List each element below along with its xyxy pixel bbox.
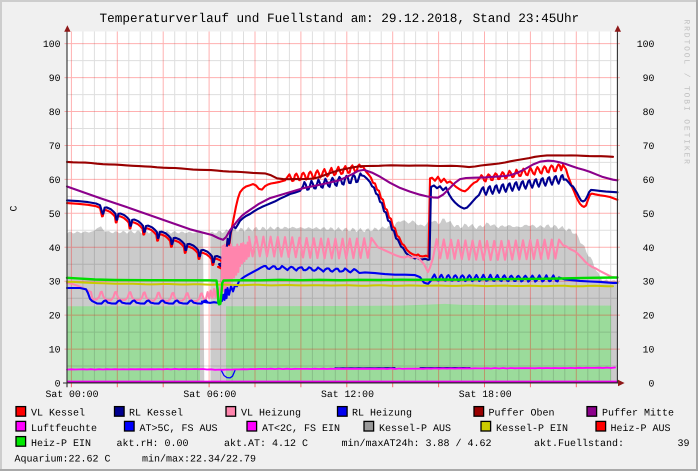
svg-text:80: 80 [49,107,61,118]
svg-text:10: 10 [643,345,655,356]
svg-text:RL Heizung: RL Heizung [352,407,412,419]
svg-text:VL Heizung: VL Heizung [241,407,301,419]
svg-text:akt.AT: 4.12 C: akt.AT: 4.12 C [224,438,308,450]
svg-text:Kessel-P EIN: Kessel-P EIN [496,423,568,435]
svg-text:90: 90 [49,73,61,84]
svg-text:AT<2C, FS EIN: AT<2C, FS EIN [262,424,340,435]
svg-text:min/maxAT24h: 3.88 / 4.62: min/maxAT24h: 3.88 / 4.62 [342,438,492,450]
svg-text:Sat 00:00: Sat 00:00 [46,389,99,400]
svg-text:Puffer Mitte: Puffer Mitte [602,407,674,419]
svg-text:100: 100 [637,39,655,50]
svg-text:70: 70 [49,141,61,152]
svg-text:Aquarium:22.62 C: Aquarium:22.62 C [15,453,111,465]
svg-text:Heiz-P EIN: Heiz-P EIN [31,438,91,450]
svg-text:30: 30 [643,277,655,288]
svg-text:Kessel-P AUS: Kessel-P AUS [379,423,451,435]
svg-text:VL Kessel: VL Kessel [31,407,85,419]
svg-text:20: 20 [643,311,655,322]
svg-text:Temperaturverlauf und Fuellsta: Temperaturverlauf und Fuellstand am: 29.… [100,11,580,26]
svg-text:10: 10 [49,345,61,356]
svg-text:akt.rH: 0.00: akt.rH: 0.00 [117,438,189,450]
svg-text:AT>5C, FS AUS: AT>5C, FS AUS [140,424,218,435]
svg-text:C: C [9,206,20,212]
svg-text:40: 40 [49,243,61,254]
svg-text:Puffer Oben: Puffer Oben [489,407,555,419]
svg-text:Sat 18:00: Sat 18:00 [459,389,512,400]
svg-text:0: 0 [55,379,61,390]
svg-text:Luftfeuchte: Luftfeuchte [31,423,97,435]
svg-text:50: 50 [49,209,61,220]
svg-text:50: 50 [643,209,655,220]
svg-text:Sat 06:00: Sat 06:00 [183,389,236,400]
svg-text:akt.Fuellstand:: akt.Fuellstand: [534,438,624,450]
svg-text:min/max:22.34/22.79: min/max:22.34/22.79 [142,453,256,465]
svg-text:80: 80 [643,107,655,118]
svg-text:39: 39 [678,439,690,450]
svg-text:20: 20 [49,311,61,322]
svg-text:RRDTOOL / TOBI OETIKER: RRDTOOL / TOBI OETIKER [682,20,691,166]
svg-text:90: 90 [643,73,655,84]
svg-text:60: 60 [49,175,61,186]
svg-text:40: 40 [643,243,655,254]
svg-text:60: 60 [643,175,655,186]
svg-text:RL Kessel: RL Kessel [129,407,183,419]
svg-text:0: 0 [649,379,655,390]
svg-text:100: 100 [43,39,61,50]
svg-text:Sat 12:00: Sat 12:00 [321,389,374,400]
svg-text:30: 30 [49,277,61,288]
svg-text:Heiz-P AUS: Heiz-P AUS [611,423,671,435]
svg-text:70: 70 [643,141,655,152]
